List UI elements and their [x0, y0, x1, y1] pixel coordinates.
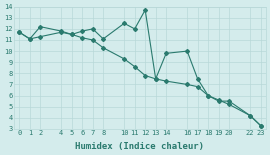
X-axis label: Humidex (Indice chaleur): Humidex (Indice chaleur) [75, 142, 204, 151]
